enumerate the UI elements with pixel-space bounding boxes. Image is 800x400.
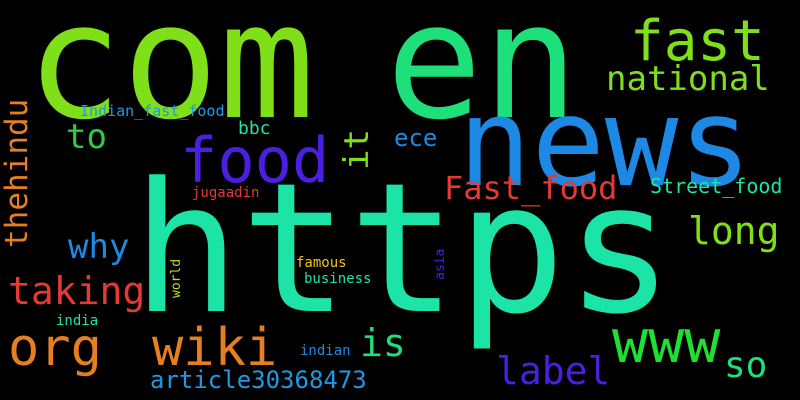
word-world: world	[169, 258, 184, 298]
word-bbc: bbc	[238, 118, 271, 139]
word-to: to	[66, 117, 107, 157]
word-indian: indian	[300, 343, 351, 359]
word-en: en	[386, 0, 579, 155]
word-thehindu: thehindu	[0, 98, 35, 248]
word-food: food	[180, 124, 330, 197]
word-jugaadin: jugaadin	[192, 185, 260, 201]
word-it: it	[337, 129, 377, 170]
word-why: why	[68, 227, 130, 267]
word-india: india	[56, 313, 99, 329]
word-taking: taking	[8, 269, 146, 313]
word-ece: ece	[394, 124, 438, 152]
word-asia: asia	[433, 248, 448, 280]
word-indian-fast-food: Indian_fast_food	[80, 102, 225, 120]
word-fast: fast	[630, 9, 765, 74]
word-org: org	[8, 318, 102, 378]
word-wiki: wiki	[152, 318, 278, 378]
word-fast-food: Fast_food	[444, 169, 618, 207]
word-https: https	[132, 145, 674, 354]
word-street-food: Street_food	[650, 174, 783, 198]
word-famous: famous	[296, 255, 347, 271]
word-long: long	[688, 209, 780, 253]
word-www: www	[612, 307, 721, 377]
word-news: news	[458, 72, 752, 214]
word-label: label	[496, 349, 611, 393]
word-business: business	[304, 271, 372, 287]
word-com: com	[26, 0, 315, 155]
word-article30368473: article30368473	[150, 366, 367, 394]
word-national: national	[606, 59, 770, 99]
word-so: so	[724, 345, 768, 386]
word-is: is	[360, 321, 406, 365]
